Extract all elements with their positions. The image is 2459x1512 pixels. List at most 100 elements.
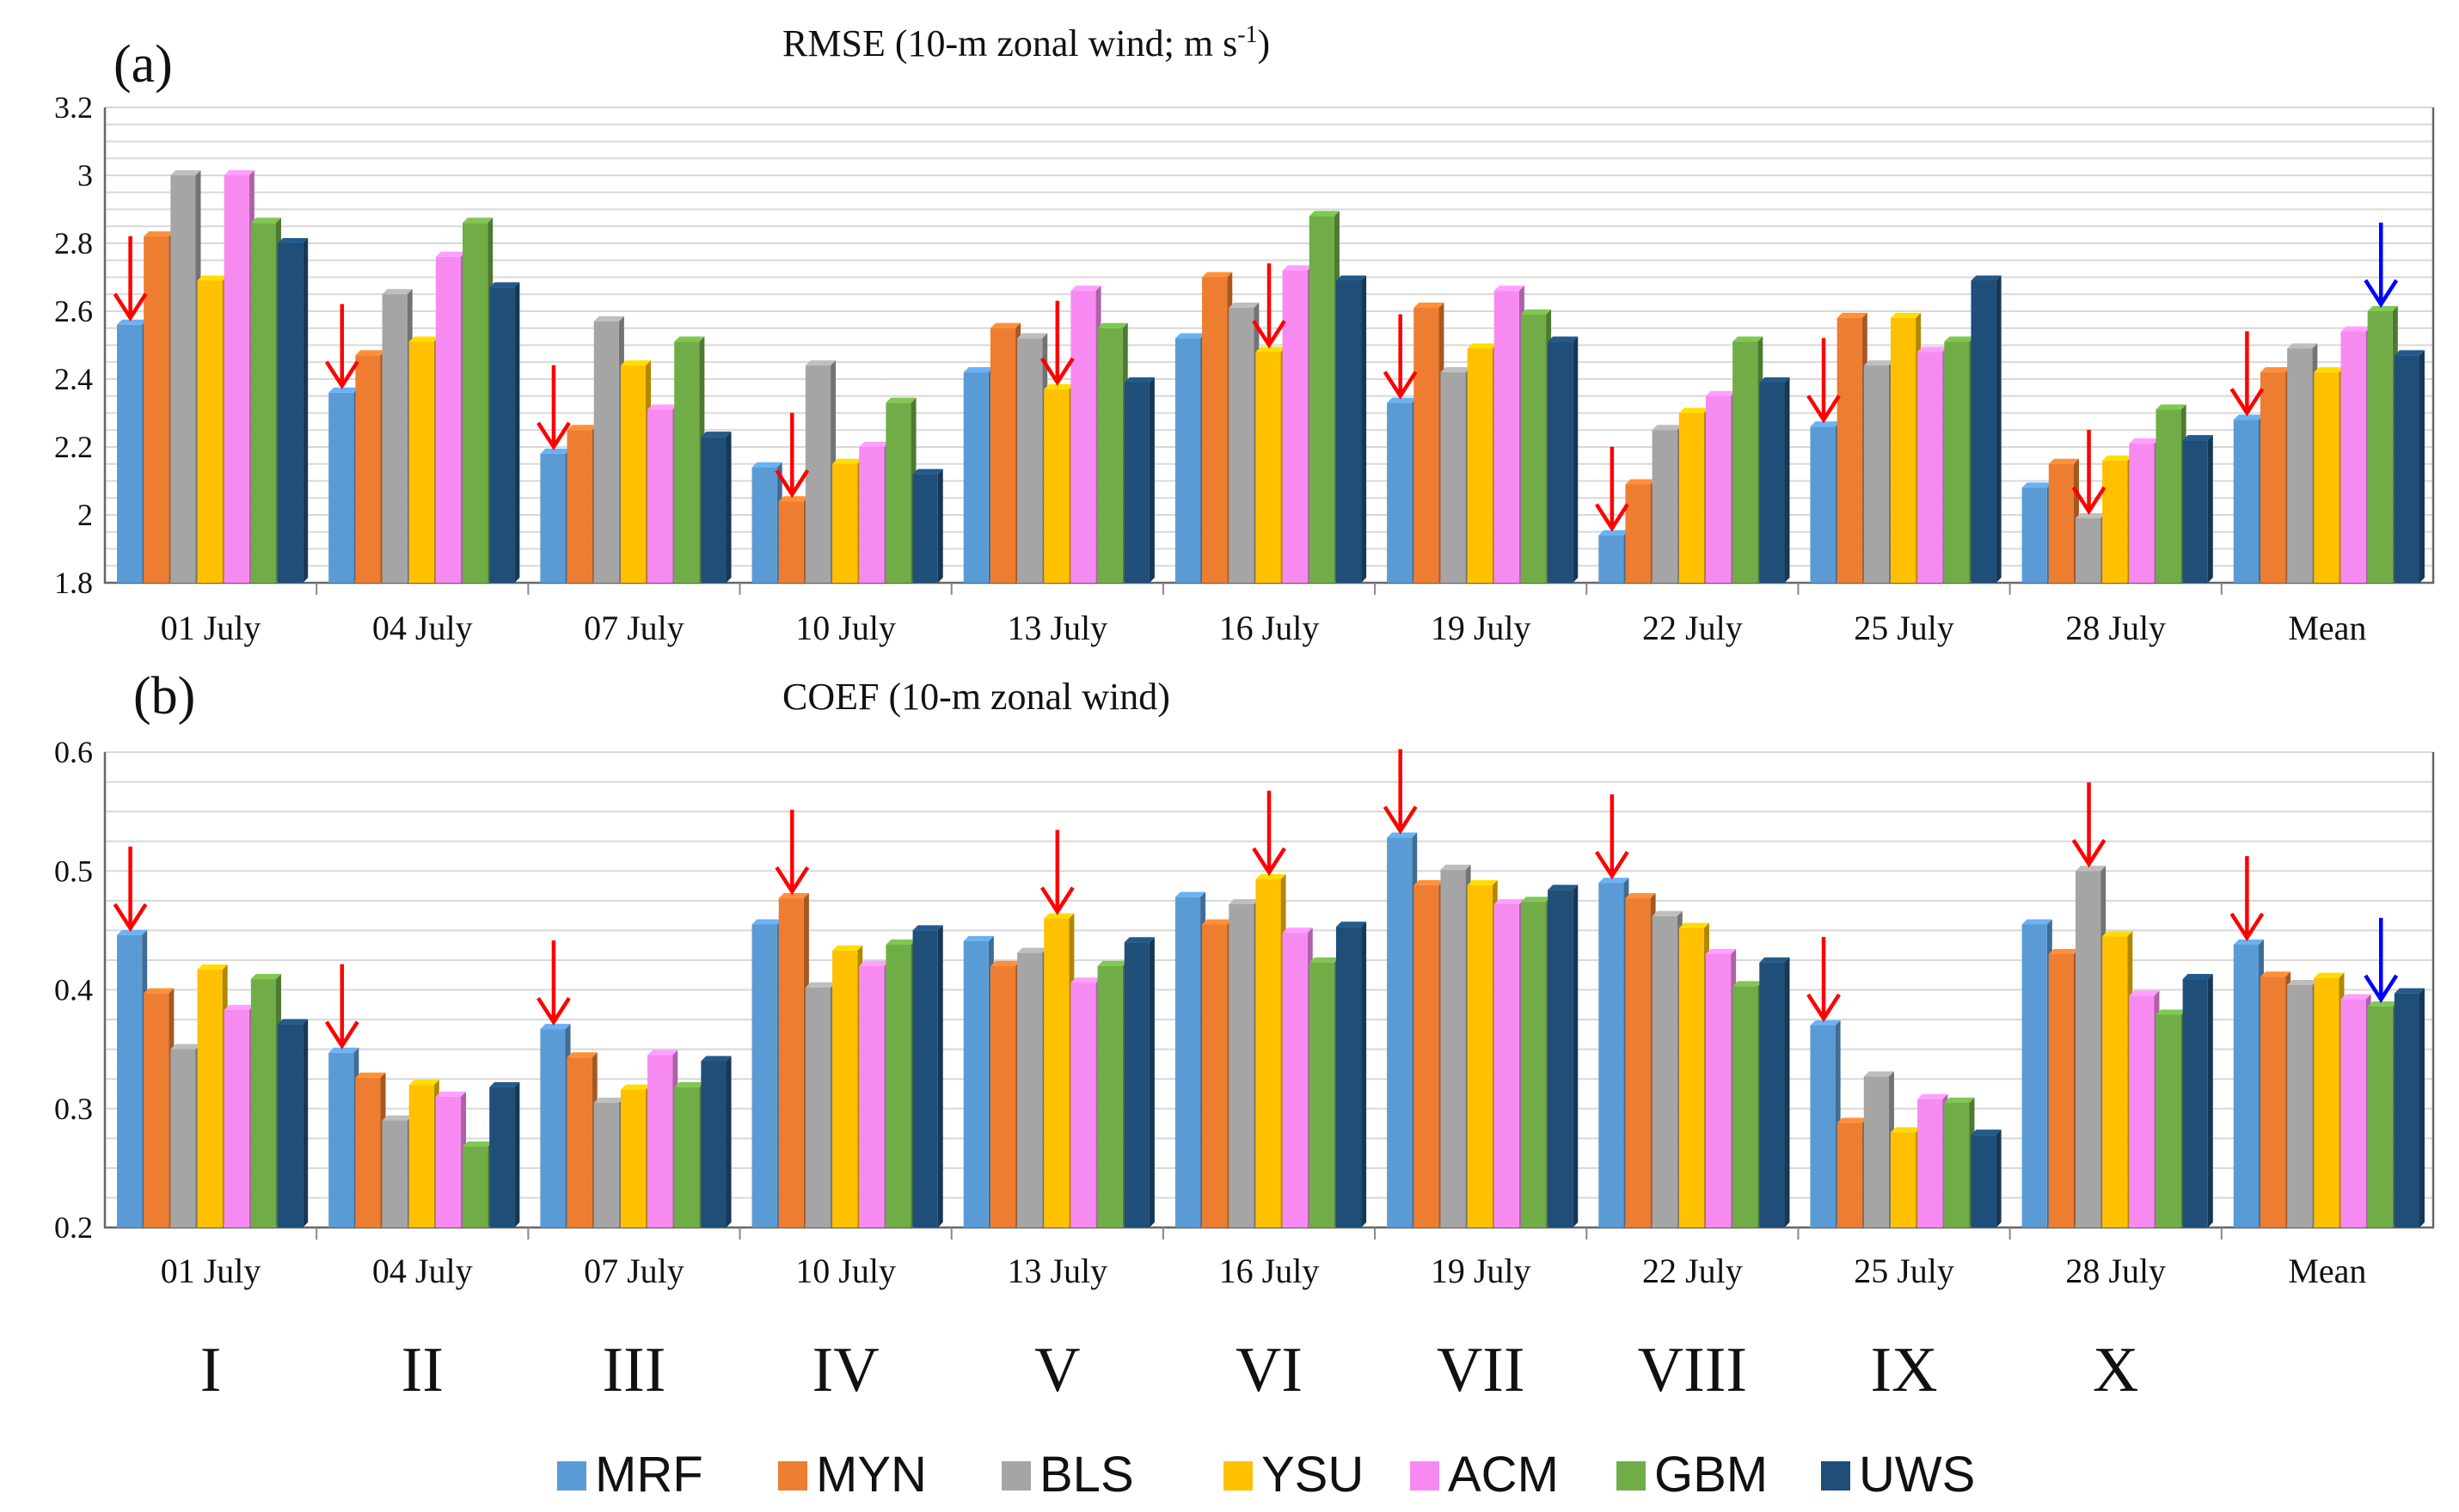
bar-bls: [2075, 512, 2106, 583]
bar-bls: [1440, 367, 1471, 583]
x-category-label: 04 July: [372, 609, 473, 647]
red-arrow: [1252, 263, 1286, 349]
legend-item-ysu: YSU: [1223, 1447, 1364, 1503]
bar-gbm: [1520, 897, 1552, 1227]
bar-ysu: [1044, 383, 1075, 583]
bar-acm: [1493, 285, 1524, 583]
bar-myn: [990, 960, 1021, 1227]
bar-mrf: [2021, 919, 2052, 1227]
panel-b-x-categories: 01 July 04 July 07 July 10 July 13 July 16 Ju…: [161, 1252, 2367, 1290]
y-tick-label: 0.2: [54, 1210, 93, 1245]
bar-uws: [1759, 957, 1790, 1227]
red-arrow: [2071, 429, 2106, 516]
panel-a-y-ticks: 1.8 2 2.2 2.4 2.6 2.8 3 3.2: [54, 90, 93, 600]
period-numeral: III: [602, 1335, 665, 1405]
bar-bls: [1229, 303, 1260, 583]
x-category-label: Mean: [2288, 609, 2366, 647]
bar-acm: [1070, 977, 1101, 1227]
panel-a-x-categories: 01 July 04 July 07 July 10 July 13 July 16 Ju…: [161, 609, 2367, 647]
y-tick-label: 0.6: [54, 735, 93, 769]
x-category-label: 22 July: [1642, 609, 1743, 647]
bar-bls: [593, 315, 624, 583]
bar-bls: [593, 1097, 624, 1227]
legend-label: YSU: [1261, 1447, 1364, 1503]
bar-gbm: [250, 974, 282, 1227]
bar-uws: [278, 1019, 309, 1227]
bar-ysu: [832, 945, 863, 1227]
bar-uws: [1759, 376, 1790, 583]
y-tick-label: 0.3: [54, 1092, 93, 1126]
bar-gbm: [674, 1081, 705, 1227]
bar-acm: [2340, 326, 2371, 583]
bar-ysu: [620, 1084, 652, 1227]
panel-b-title: COEF (10-m zonal wind): [782, 676, 1170, 718]
y-tick-label: 3.2: [54, 90, 93, 125]
y-tick-label: 2.6: [54, 294, 93, 328]
bar-bls: [1863, 1071, 1894, 1227]
bar-myn: [2260, 971, 2291, 1227]
bar-ysu: [2102, 455, 2133, 583]
legend-label: MRF: [595, 1447, 703, 1503]
period-numeral: X: [2093, 1335, 2138, 1405]
bar-mrf: [2233, 414, 2264, 583]
bar-gbm: [1732, 981, 1763, 1227]
y-tick-label: 3: [77, 158, 93, 193]
bar-acm: [1705, 390, 1737, 583]
bar-ysu: [1678, 407, 1709, 583]
bar-gbm: [1732, 336, 1763, 583]
bar-mrf: [751, 919, 782, 1227]
bar-bls: [2287, 343, 2318, 583]
y-tick-label: 2: [77, 498, 93, 532]
bar-acm: [1070, 285, 1101, 583]
bar-acm: [1282, 265, 1313, 583]
x-category-label: 04 July: [372, 1252, 473, 1290]
bar-bls: [805, 360, 837, 583]
bar-uws: [1548, 336, 1579, 583]
bar-myn: [778, 496, 809, 583]
x-category-label: 28 July: [2065, 1252, 2166, 1290]
bar-mrf: [117, 319, 148, 583]
red-arrow: [1039, 829, 1075, 915]
x-category-label: 16 July: [1219, 1252, 1320, 1290]
x-category-label: 28 July: [2065, 609, 2166, 647]
panel-b-y-ticks: 0.2 0.3 0.4 0.5 0.6: [54, 735, 93, 1245]
bar-acm: [435, 251, 467, 583]
red-arrow: [537, 940, 571, 1026]
red-arrow: [2229, 331, 2265, 417]
bar-uws: [1548, 885, 1579, 1227]
bar-mrf: [751, 462, 782, 583]
bar-acm: [859, 960, 890, 1227]
bar-acm: [224, 1005, 254, 1227]
x-category-label: 13 July: [1007, 609, 1107, 647]
x-category-label: 07 July: [584, 609, 684, 647]
bar-mrf: [1598, 878, 1629, 1227]
legend-label: GBM: [1654, 1447, 1768, 1503]
y-tick-label: 2.8: [54, 226, 93, 260]
period-numeral: I: [200, 1335, 222, 1405]
red-arrow: [1252, 790, 1286, 877]
x-category-label: 19 July: [1431, 609, 1531, 647]
bar-gbm: [250, 217, 282, 584]
bar-gbm: [674, 336, 705, 583]
bar-uws: [1971, 275, 2002, 583]
bar-gbm: [463, 1141, 494, 1227]
bar-bls: [1652, 425, 1683, 583]
bar-myn: [2048, 949, 2079, 1227]
bar-mrf: [2021, 482, 2052, 583]
bar-mrf: [2233, 939, 2264, 1227]
bar-myn: [355, 350, 386, 583]
bar-myn: [1413, 879, 1444, 1227]
legend-label: MYN: [816, 1447, 927, 1503]
legend: MRF MYN BLS YSU ACM GBM UWS: [557, 1447, 1975, 1503]
blue-arrow: [2364, 917, 2399, 1004]
bar-myn: [2048, 458, 2079, 583]
red-arrow: [113, 236, 148, 321]
bar-bls: [1229, 898, 1260, 1227]
bar-bls: [382, 1115, 413, 1227]
bar-mrf: [1174, 333, 1206, 583]
bar-acm: [2129, 438, 2160, 583]
legend-item-bls: BLS: [1002, 1447, 1134, 1503]
bar-ysu: [1044, 913, 1075, 1227]
bar-gbm: [1097, 960, 1128, 1227]
